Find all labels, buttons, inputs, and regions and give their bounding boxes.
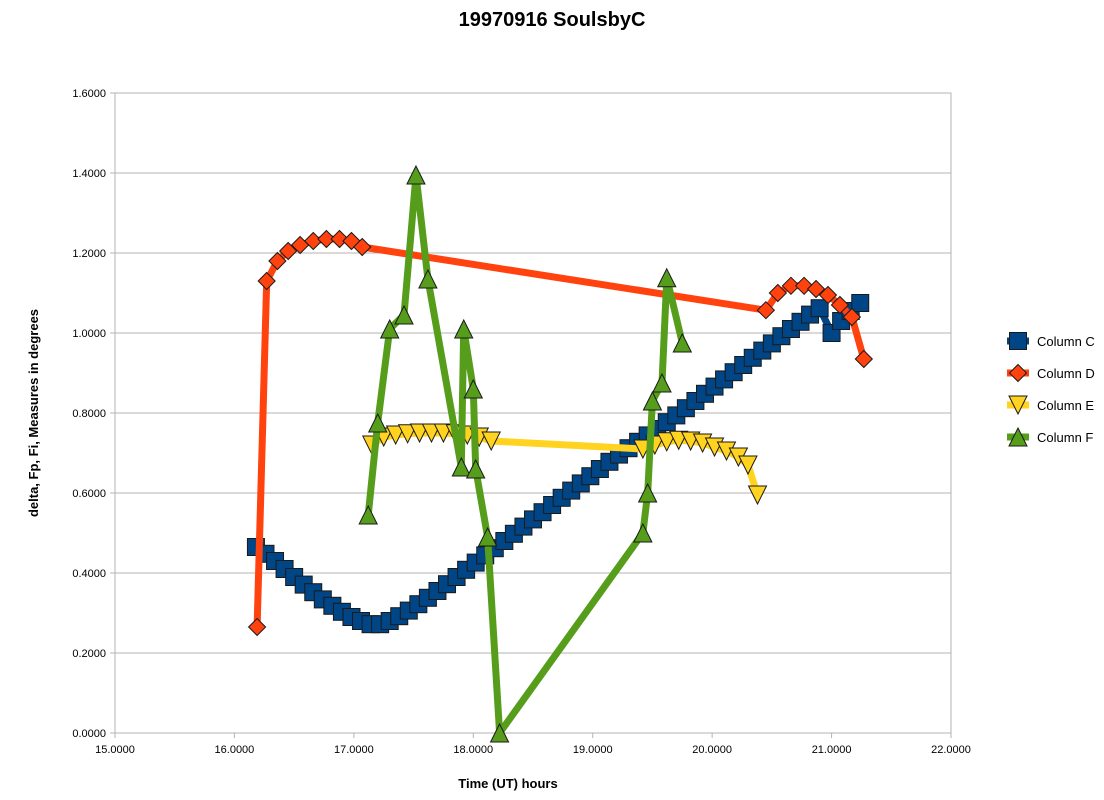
data-point: [642, 390, 663, 411]
data-point: [806, 279, 826, 299]
series-column-f: [358, 164, 693, 743]
legend-marker: [1008, 395, 1028, 416]
data-point: [379, 318, 400, 339]
grid-layer: [115, 92, 951, 734]
series-layer: [246, 164, 874, 743]
legend-item: Column C: [1007, 332, 1095, 350]
data-point: [247, 617, 267, 637]
data-point: [465, 458, 486, 479]
y-tick-label: 0.4000: [72, 568, 106, 580]
y-tick-label: 0.0000: [72, 728, 106, 740]
data-point: [851, 294, 870, 312]
data-point: [842, 307, 862, 327]
x-tick-label: 18.0000: [453, 744, 493, 756]
data-point: [317, 229, 336, 249]
legend-label: Column D: [1037, 366, 1095, 381]
series-line: [253, 235, 868, 631]
data-point: [418, 268, 438, 289]
data-point: [756, 300, 776, 320]
y-tick-label: 0.2000: [72, 648, 106, 660]
plot-area: [114, 92, 952, 734]
axis-layer: 0.0000 0.2000 0.4000 0.6000 0.8000 1.0000 1.20…: [72, 88, 971, 756]
data-point: [385, 425, 406, 446]
data-point: [463, 378, 484, 399]
data-point: [738, 455, 758, 476]
data-point: [633, 522, 653, 543]
data-point: [768, 283, 788, 303]
y-tick-label: 0.6000: [72, 488, 106, 500]
data-point: [747, 485, 768, 506]
x-tick-label: 21.0000: [812, 744, 852, 756]
legend-item: Column D: [1007, 363, 1095, 383]
data-point: [477, 526, 498, 547]
legend: Column C Column D Column E Column F: [1007, 332, 1095, 447]
data-point: [451, 456, 472, 477]
x-tick-label: 16.0000: [215, 744, 255, 756]
data-point: [278, 241, 298, 261]
data-point: [394, 304, 414, 325]
legend-label: Column F: [1037, 430, 1093, 445]
y-tick-label: 1.2000: [72, 248, 106, 260]
legend-item: Column F: [1007, 426, 1093, 447]
legend-marker: [1008, 426, 1028, 447]
data-point: [358, 504, 378, 525]
data-point: [637, 482, 658, 503]
data-point: [652, 372, 672, 393]
data-point: [421, 423, 442, 444]
legend-marker: [1009, 332, 1027, 350]
x-axis-title: Time (UT) hours: [458, 776, 557, 791]
data-point: [397, 424, 418, 444]
x-tick-label: 19.0000: [573, 744, 613, 756]
data-point: [353, 237, 372, 257]
x-tick-label: 15.0000: [95, 744, 135, 756]
data-point: [854, 349, 874, 369]
chart-title: 19970916 SoulsbyC: [458, 9, 646, 31]
x-tick-label: 20.0000: [692, 744, 732, 756]
series-column-c: [246, 294, 870, 634]
data-point: [656, 267, 677, 288]
data-point: [453, 318, 474, 339]
legend-label: Column C: [1037, 334, 1095, 349]
data-point: [406, 164, 426, 185]
legend-label: Column E: [1037, 398, 1094, 413]
x-tick-label: 22.0000: [931, 744, 971, 756]
y-axis-title: delta, Fp, Fi, Measures in degrees: [26, 309, 41, 517]
x-tick-label: 17.0000: [334, 744, 374, 756]
data-point: [830, 295, 850, 315]
y-tick-label: 0.8000: [72, 408, 106, 420]
data-point: [367, 412, 388, 433]
data-point: [672, 332, 693, 353]
legend-item: Column E: [1007, 395, 1094, 416]
data-point: [818, 285, 838, 305]
y-tick-label: 1.6000: [72, 88, 106, 100]
data-point: [481, 431, 502, 452]
y-tick-label: 1.4000: [72, 168, 106, 180]
data-point: [489, 722, 510, 743]
series-column-d: [247, 229, 874, 637]
data-point: [257, 271, 276, 291]
legend-marker: [1008, 363, 1028, 383]
data-point: [268, 251, 287, 271]
data-point: [810, 299, 829, 318]
data-point: [330, 229, 349, 249]
data-point: [781, 276, 801, 296]
y-tick-label: 1.0000: [72, 328, 106, 340]
data-point: [656, 432, 677, 452]
data-point: [409, 423, 430, 444]
